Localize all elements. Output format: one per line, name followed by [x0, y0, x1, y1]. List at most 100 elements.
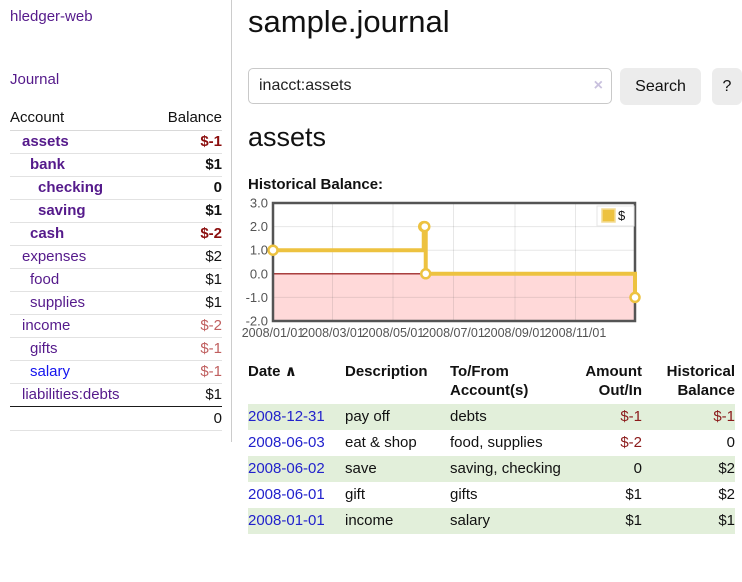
register-row: 2008-06-01 gift gifts $1 $2: [248, 482, 735, 508]
account-link[interactable]: gifts: [30, 340, 58, 357]
sidebar-item-journal[interactable]: Journal: [10, 71, 60, 88]
svg-text:2008/09/01: 2008/09/01: [484, 326, 547, 340]
account-link[interactable]: cash: [30, 225, 65, 242]
app-brand-link[interactable]: hledger-web: [10, 8, 93, 25]
page-title: sample.journal: [248, 4, 450, 39]
account-row: saving $1: [10, 199, 222, 223]
account-balance: $2: [151, 245, 222, 269]
sidebar: hledger-web Journal Account Balance asse…: [0, 0, 232, 442]
account-row: expenses $2: [10, 245, 222, 269]
search-form: × Search ?: [248, 68, 742, 106]
accounts-header-account: Account: [10, 106, 152, 131]
account-link[interactable]: income: [22, 317, 71, 334]
account-balance: $-2: [151, 222, 222, 246]
account-balance: $-2: [151, 314, 222, 338]
transaction-balance: 0: [726, 434, 735, 451]
transaction-accounts: debts: [450, 408, 487, 425]
accounts-total-value: 0: [151, 406, 222, 431]
transaction-accounts: food, supplies: [450, 434, 543, 451]
account-balance: 0: [151, 176, 222, 200]
accounts-table: Account Balance assets $-1 bank $1 checking 0…: [10, 106, 222, 431]
transaction-balance: $-1: [713, 408, 735, 425]
transaction-accounts: salary: [450, 512, 491, 529]
svg-text:1.0: 1.0: [250, 243, 268, 258]
sort-ascending-icon: ∧: [284, 363, 297, 380]
search-button[interactable]: Search: [620, 68, 701, 105]
legend-swatch: [601, 208, 616, 223]
account-row: assets $-1: [10, 131, 222, 154]
svg-text:3.0: 3.0: [250, 196, 268, 211]
account-row: supplies $1: [10, 291, 222, 315]
account-link[interactable]: food: [30, 271, 60, 288]
transaction-balance: $1: [718, 512, 735, 529]
svg-text:0.0: 0.0: [250, 266, 268, 281]
transaction-amount: $1: [625, 486, 642, 503]
search-input[interactable]: [248, 68, 612, 104]
svg-text:-2.0: -2.0: [246, 314, 268, 329]
transaction-balance: $2: [718, 486, 735, 503]
register-row: 2008-06-02 save saving, checking 0 $2: [248, 456, 735, 482]
transaction-amount: $-1: [620, 408, 642, 425]
register-column-header: To/From Account(s): [450, 363, 529, 399]
transaction-amount: $-2: [620, 434, 642, 451]
account-row: income $-2: [10, 314, 222, 338]
account-row: cash $-2: [10, 222, 222, 246]
transaction-description: save: [345, 460, 377, 477]
historical-balance-chart: 3.0 2.0 1.0 0.0 -1.0 -2.0 2008/01/01 2008/03/01…: [242, 196, 668, 348]
transaction-accounts: gifts: [450, 486, 478, 503]
transaction-date-link[interactable]: 2008-06-01: [248, 486, 325, 503]
transaction-date-link[interactable]: 2008-06-02: [248, 460, 325, 477]
legend-label: $: [618, 208, 626, 223]
account-balance: $1: [151, 383, 222, 407]
register-table: Date ∧ Description To/From Account(s) Amoun…: [248, 360, 735, 534]
account-balance: $-1: [151, 360, 222, 384]
account-balance: $1: [151, 291, 222, 315]
svg-text:2008/01/01: 2008/01/01: [242, 326, 305, 340]
account-balance: $-1: [151, 337, 222, 361]
transaction-description: eat & shop: [345, 434, 417, 451]
register-column-header: Amount Out/In: [585, 363, 642, 399]
account-link[interactable]: bank: [30, 156, 66, 173]
register-column-header[interactable]: Date ∧: [248, 363, 297, 380]
transaction-date-link[interactable]: 2008-01-01: [248, 512, 325, 529]
help-button[interactable]: ?: [712, 68, 742, 105]
svg-text:-1.0: -1.0: [246, 290, 268, 305]
transaction-description: pay off: [345, 408, 390, 425]
transaction-description: gift: [345, 486, 366, 503]
account-row: bank $1: [10, 153, 222, 177]
register-column-header: Historical Balance: [666, 363, 735, 399]
account-link[interactable]: liabilities:debts: [22, 386, 120, 403]
account-row: food $1: [10, 268, 222, 292]
svg-text:2008/03/01: 2008/03/01: [301, 326, 364, 340]
transaction-description: income: [345, 512, 394, 529]
account-link[interactable]: supplies: [30, 294, 86, 311]
clear-search-icon[interactable]: ×: [593, 77, 603, 94]
transaction-balance: $2: [718, 460, 735, 477]
svg-text:2008/07/01: 2008/07/01: [422, 326, 485, 340]
account-balance: $-1: [200, 133, 222, 150]
account-balance: $1: [151, 268, 222, 292]
transaction-date-link[interactable]: 2008-12-31: [248, 408, 325, 425]
transaction-amount: $1: [625, 512, 642, 529]
chart-canvas: 3.0 2.0 1.0 0.0 -1.0 -2.02008/01/012008/03/01…: [242, 196, 641, 340]
register-row: 2008-06-03 eat & shop food, supplies $-2 0: [248, 430, 735, 456]
register-row: 2008-01-01 income salary $1 $1: [248, 508, 735, 534]
accounts-header-balance: Balance: [151, 106, 222, 131]
register-row: 2008-12-31 pay off debts $-1 $-1: [248, 404, 735, 430]
svg-text:2.0: 2.0: [250, 219, 268, 234]
chart-title: Historical Balance:: [248, 176, 384, 193]
account-link[interactable]: saving: [38, 202, 86, 219]
account-link[interactable]: salary: [30, 363, 71, 380]
account-heading: assets: [248, 122, 327, 152]
transaction-date-link[interactable]: 2008-06-03: [248, 434, 325, 451]
account-link[interactable]: assets: [22, 133, 69, 150]
account-row: gifts $-1: [10, 337, 222, 361]
account-balance: $1: [151, 199, 222, 223]
account-balance: $1: [151, 153, 222, 177]
svg-text:2008/11/01: 2008/11/01: [545, 326, 607, 340]
register-column-header: Description: [345, 363, 428, 380]
account-row: checking 0: [10, 176, 222, 200]
transaction-accounts: saving, checking: [450, 460, 561, 477]
account-link[interactable]: checking: [38, 179, 104, 196]
account-link[interactable]: expenses: [22, 248, 87, 265]
